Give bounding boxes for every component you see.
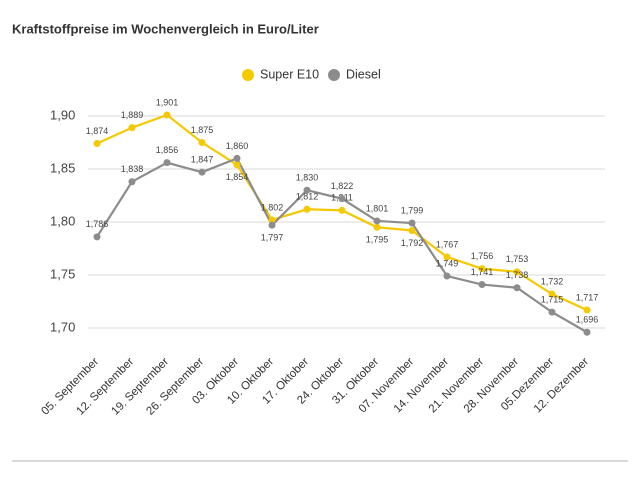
point xyxy=(233,154,241,162)
data-label: 1,801 xyxy=(366,203,389,213)
data-label: 1,767 xyxy=(436,239,459,249)
data-label: 1,874 xyxy=(86,126,109,136)
y-tick-label: 1,80 xyxy=(50,213,75,228)
point xyxy=(163,111,171,119)
point xyxy=(548,290,556,298)
point xyxy=(198,168,206,176)
data-label: 1,717 xyxy=(576,292,599,302)
point xyxy=(478,281,486,289)
point xyxy=(163,159,171,167)
point xyxy=(408,226,416,234)
point xyxy=(128,124,136,132)
point xyxy=(268,221,276,229)
data-label: 1,797 xyxy=(261,233,284,243)
y-tick-label: 1,75 xyxy=(50,266,75,281)
data-label: 1,753 xyxy=(506,254,529,264)
data-label: 1,696 xyxy=(576,315,599,325)
data-label: 1,732 xyxy=(541,276,564,286)
y-tick-label: 1,85 xyxy=(50,160,75,175)
y-tick-label: 1,90 xyxy=(50,107,75,122)
point xyxy=(338,206,346,214)
point xyxy=(373,217,381,225)
data-label: 1,786 xyxy=(86,219,109,229)
data-label: 1,715 xyxy=(541,294,564,304)
point xyxy=(408,219,416,227)
point xyxy=(373,223,381,231)
point xyxy=(93,140,101,148)
point xyxy=(338,195,346,203)
data-label: 1,830 xyxy=(296,173,319,183)
point xyxy=(583,306,591,314)
point xyxy=(233,161,241,169)
data-label: 1,889 xyxy=(121,110,144,120)
point xyxy=(198,139,206,146)
data-label: 1,741 xyxy=(471,267,494,277)
point xyxy=(443,272,451,280)
data-label: 1,838 xyxy=(121,164,144,174)
data-label: 1,822 xyxy=(331,181,354,191)
legend-marker xyxy=(242,69,254,81)
data-label: 1,738 xyxy=(506,270,529,280)
data-label: 1,799 xyxy=(401,205,424,215)
data-label: 1,802 xyxy=(261,202,284,212)
point xyxy=(93,233,101,241)
point xyxy=(268,216,276,224)
chart-title: Kraftstoffpreise im Wochenvergleich in E… xyxy=(12,21,319,36)
data-label: 1,756 xyxy=(471,251,494,261)
point xyxy=(443,253,451,261)
point xyxy=(513,268,521,276)
data-label: 1,860 xyxy=(226,141,249,151)
data-label: 1,795 xyxy=(366,235,389,245)
point xyxy=(548,308,556,316)
point xyxy=(513,284,521,292)
data-label: 1,856 xyxy=(156,145,179,155)
y-tick-label: 1,70 xyxy=(50,319,75,334)
legend-marker xyxy=(328,69,340,81)
point xyxy=(128,178,136,186)
point xyxy=(478,265,486,273)
point xyxy=(583,328,591,336)
data-label: 1,749 xyxy=(436,258,459,268)
data-label: 1,847 xyxy=(191,155,214,165)
legend-label: Diesel xyxy=(346,67,381,81)
data-label: 1,901 xyxy=(156,97,179,107)
data-label: 1,812 xyxy=(296,192,319,202)
point xyxy=(303,186,311,194)
data-label: 1,792 xyxy=(401,238,424,248)
data-label: 1,875 xyxy=(191,125,214,135)
point xyxy=(303,205,311,213)
data-label: 1,854 xyxy=(226,172,249,182)
legend-label: Super E10 xyxy=(260,67,319,81)
